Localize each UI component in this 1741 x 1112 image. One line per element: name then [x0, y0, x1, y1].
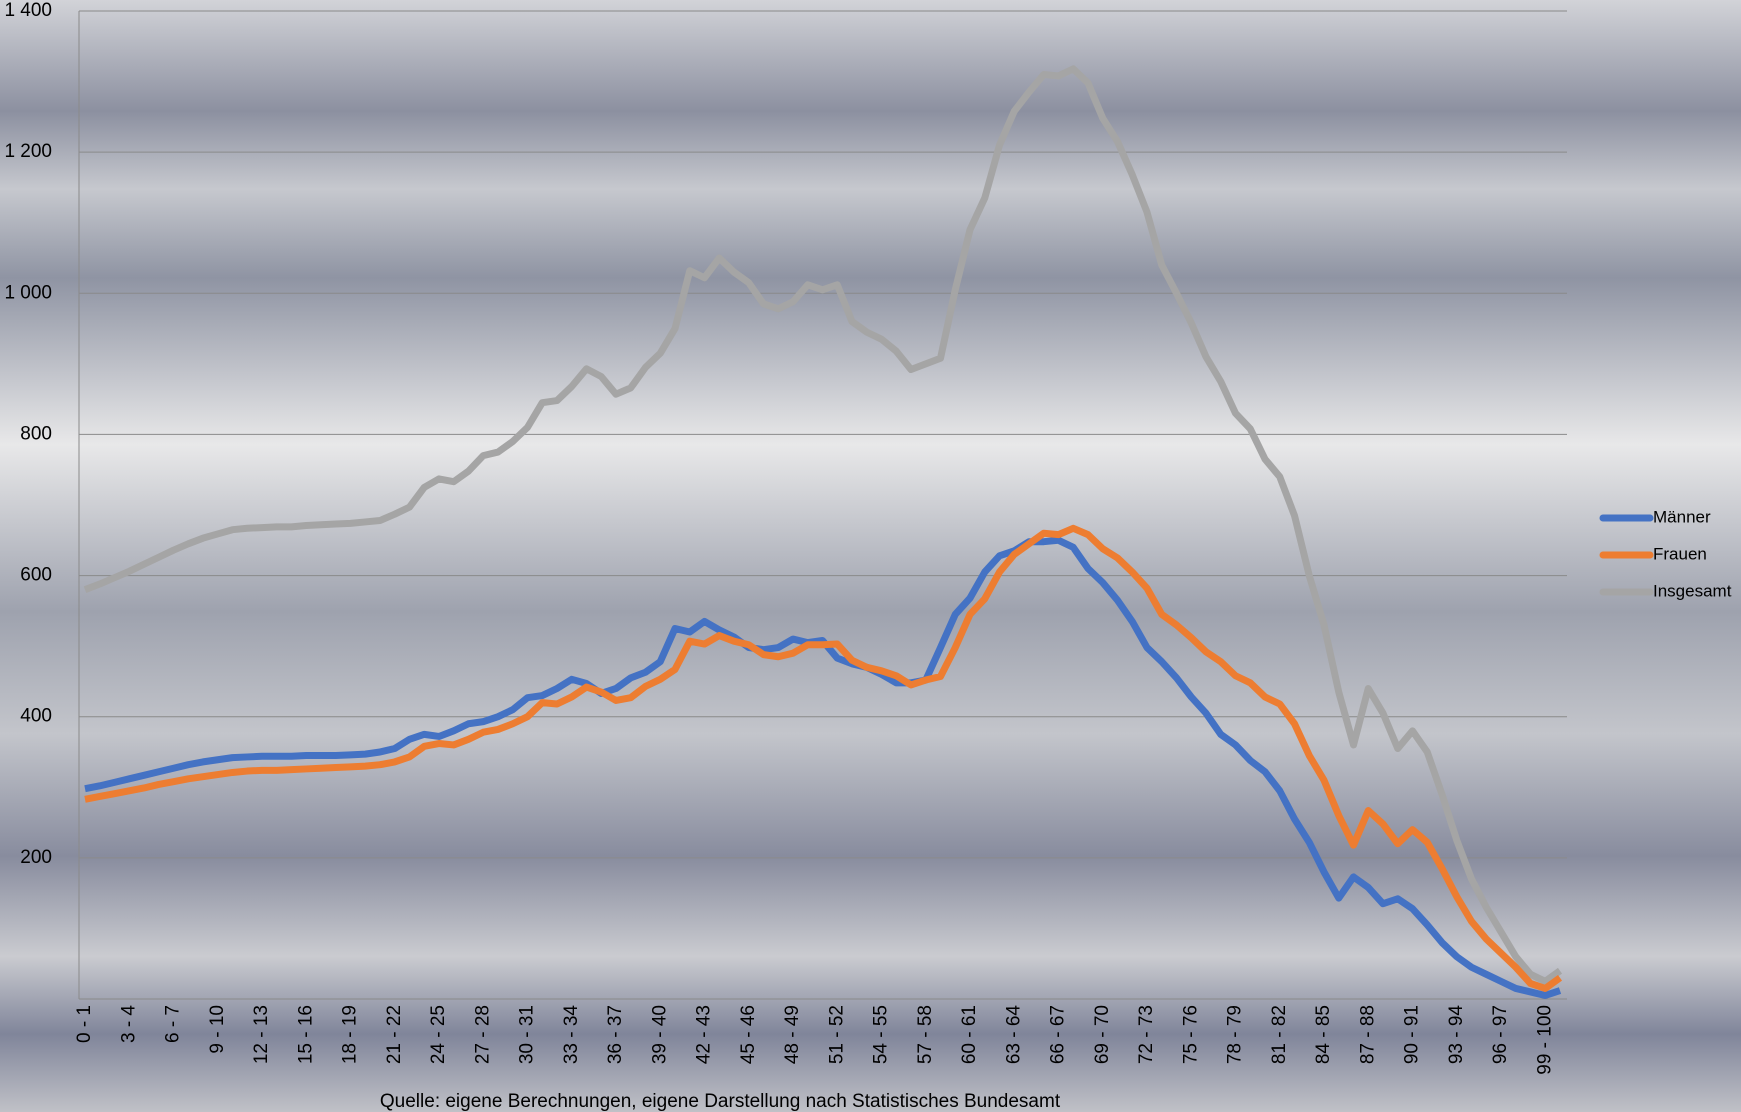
- x-tick-label: 54 - 55: [871, 1005, 892, 1064]
- x-tick-label: 21 - 22: [384, 1005, 405, 1064]
- x-tick-label: 48 - 49: [782, 1005, 803, 1064]
- x-tick-label: 72 - 73: [1136, 1005, 1157, 1064]
- y-tick-label: 1 400: [4, 0, 52, 21]
- x-tick-label: 6 - 7: [163, 1005, 184, 1043]
- x-tick-label: 57 - 58: [915, 1005, 936, 1064]
- x-tick-label: 69 - 70: [1092, 1005, 1113, 1064]
- series-line: [83, 65, 1563, 985]
- x-tick-label: 63 - 64: [1003, 1005, 1024, 1065]
- x-tick-label: 36 - 37: [605, 1005, 626, 1064]
- x-tick-label: 66 - 67: [1048, 1005, 1069, 1064]
- series-line: [84, 524, 1563, 992]
- x-tick-label: 75 - 76: [1180, 1005, 1201, 1064]
- x-tick-label: 33 - 34: [561, 1005, 582, 1065]
- y-tick-label: 400: [20, 706, 52, 727]
- x-tick-label: 90 - 91: [1402, 1005, 1423, 1064]
- x-tick-label: 93 - 94: [1446, 1005, 1467, 1065]
- x-tick-label: 87 - 88: [1357, 1005, 1378, 1064]
- x-tick-label: 15 - 16: [295, 1005, 316, 1064]
- y-tick-label: 1 000: [4, 282, 52, 303]
- series-line: [84, 536, 1562, 999]
- x-tick-label: 39 - 40: [649, 1005, 670, 1064]
- x-tick-label: 42 - 43: [694, 1005, 715, 1064]
- x-tick-label: 78 - 79: [1225, 1005, 1246, 1064]
- x-tick-label: 18 - 19: [340, 1005, 361, 1064]
- x-tick-label: 3 - 4: [118, 1005, 139, 1043]
- x-tick-label: 12 - 13: [251, 1005, 272, 1064]
- x-tick-label: 96 - 97: [1490, 1005, 1511, 1064]
- x-tick-label: 30 - 31: [517, 1005, 538, 1064]
- x-tick-label: 24 - 25: [428, 1005, 449, 1064]
- legend-label: Männer: [1653, 507, 1711, 526]
- y-tick-label: 800: [20, 423, 52, 444]
- legend-label: Insgesamt: [1653, 581, 1732, 600]
- y-tick-label: 600: [20, 565, 52, 586]
- x-tick-label: 84 - 85: [1313, 1005, 1334, 1064]
- x-tick-label: 81 - 82: [1269, 1005, 1290, 1064]
- x-tick-label: 99 - 100: [1534, 1005, 1555, 1075]
- x-tick-label: 0 - 1: [74, 1005, 95, 1043]
- x-tick-label: 27 - 28: [472, 1005, 493, 1064]
- legend-label: Frauen: [1653, 544, 1707, 563]
- x-tick-label: 51 - 52: [826, 1005, 847, 1064]
- x-tick-label: 45 - 46: [738, 1005, 759, 1064]
- source-note: Quelle: eigene Berechnungen, eigene Dars…: [380, 1091, 1061, 1112]
- y-tick-label: 200: [20, 847, 52, 868]
- x-tick-label: 60 - 61: [959, 1005, 980, 1064]
- y-tick-label: 1 200: [4, 141, 52, 162]
- x-tick-label: 9 - 10: [207, 1005, 228, 1054]
